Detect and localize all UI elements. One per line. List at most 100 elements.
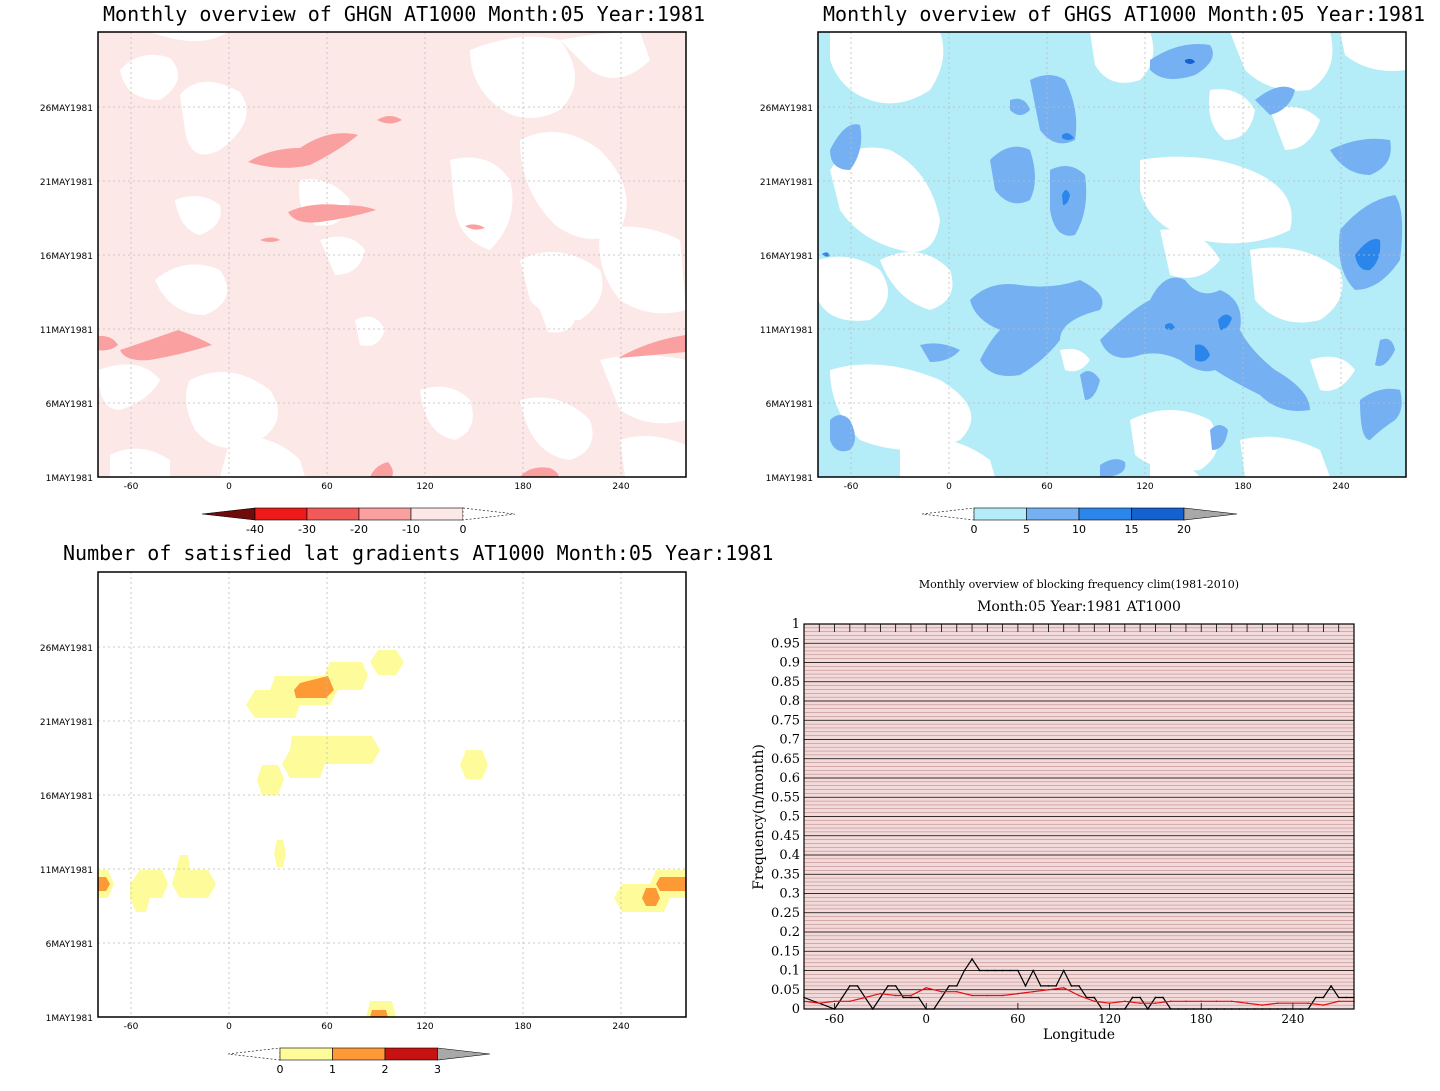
x-tick-label: -60 [844,482,859,492]
data-point [818,1002,821,1005]
y-tick-label: 21MAY1981 [40,178,93,188]
data-point [1124,1000,1126,1003]
data-point [1315,996,1317,999]
data-point [1139,996,1141,999]
y-tick-label: 0.7 [779,733,800,748]
y-tick-label: 0.8 [779,694,800,709]
colorbar-cell [306,507,360,521]
freq-y-axis: 0 0.05 0.1 0.15 0.2 0.25 0.3 0.35 0.4 0.45 0.5 0.55… [771,617,800,1017]
colorbar-cell [1183,507,1238,521]
y-tick-label: 0.75 [771,713,800,728]
colorbar-label: 5 [1023,523,1030,536]
ghgs-y-ticks: 1MAY1981 6MAY1981 11MAY1981 16MAY1981 21… [760,104,813,484]
x-tick-label: 60 [321,482,333,492]
y-tick-label: 1MAY1981 [766,474,813,484]
data-point [1078,985,1080,987]
data-point [902,996,905,999]
freq-grid [804,623,1354,1010]
data-point [955,990,958,993]
y-tick-label: 1MAY1981 [46,474,93,484]
data-point [1292,1002,1294,1005]
y-tick-label: 0.6 [779,771,800,786]
data-point [1024,985,1027,987]
y-tick-label: 0.25 [771,906,800,921]
colorbar-label: 0 [971,523,978,536]
data-point [1032,990,1034,993]
data-point [1062,969,1065,972]
data-point [1154,996,1157,999]
data-point [849,985,851,987]
data-point [879,992,882,995]
x-tick-label: 180 [1190,1012,1213,1026]
colorbar-cell [1131,507,1185,521]
x-tick-label: -60 [124,482,139,492]
data-point [1169,1000,1172,1003]
x-tick-label: 0 [226,1022,232,1032]
data-point [994,969,996,972]
x-tick-label: 180 [514,1022,531,1032]
colorbar-cell [358,507,412,521]
data-point [1108,1002,1111,1005]
ghgn-x-ticks: -60 0 60 120 180 240 [124,482,630,492]
y-tick-label: 0.05 [771,983,800,998]
colorbar-cell [1026,507,1080,521]
x-tick-label: 240 [1332,482,1349,492]
colorbar-label: 15 [1125,523,1139,536]
ghgn-colorbar: -40 -30 -20 -10 0 [201,507,516,536]
data-point [986,969,989,972]
y-tick-label: 0.15 [771,944,800,959]
x-tick-label: 180 [514,482,531,492]
data-point [1246,1002,1248,1005]
data-point [971,994,973,997]
y-tick-label: 0.5 [779,810,800,825]
data-point [910,996,912,999]
freq-frame [803,623,1355,1010]
data-point [1040,985,1042,987]
data-point [1230,1000,1233,1003]
data-point [894,985,897,987]
data-point [1307,1002,1309,1005]
colorbar-cell [1078,507,1132,521]
data-point [856,985,859,987]
y-tick-label: 0.9 [779,656,800,671]
data-point [1345,996,1348,999]
freq-panel: Monthly overview of blocking frequency c… [751,578,1355,1043]
y-tick-label: 26MAY1981 [40,644,93,654]
y-tick-label: 0 [792,1002,800,1017]
x-tick-label: 120 [416,482,433,492]
data-point [1062,987,1065,989]
ghgs-field [818,32,1406,477]
y-tick-label: 21MAY1981 [40,718,93,728]
colorbar-label: 1 [329,1063,336,1076]
colorbar-label: -40 [246,523,264,536]
data-point [1017,992,1019,995]
y-tick-label: 0.3 [779,887,800,902]
data-point [910,994,912,997]
ghgs-title: Monthly overview of GHGS AT1000 Month:05… [823,2,1426,26]
colorbar-cell [332,1047,386,1061]
ghgs-colorbar: 0 5 10 15 20 [921,507,1238,536]
data-point [887,985,889,987]
data-point [963,969,966,972]
y-tick-label: 26MAY1981 [760,104,813,114]
data-point [1154,1002,1157,1005]
y-tick-label: 16MAY1981 [40,792,93,802]
x-tick-label: -60 [825,1012,844,1026]
data-point [864,996,866,999]
colorbar-cell [254,507,308,521]
colorbar-label: -20 [350,523,368,536]
data-point [1078,994,1080,997]
y-tick-label: 16MAY1981 [40,252,93,262]
data-point [1032,969,1034,972]
data-point [1200,1000,1203,1003]
data-point [1001,994,1004,997]
x-tick-label: 120 [416,1022,433,1032]
ghgs-panel: -60 0 60 120 180 240 1MAY1981 6MAY1981 1… [760,31,1407,536]
x-tick-label: 240 [612,482,629,492]
y-tick-label: 11MAY1981 [760,326,813,336]
ghgn-panel: -60 0 60 120 180 240 1MAY1981 6MAY1981 1… [40,31,687,536]
x-tick-label: 0 [226,482,232,492]
freq-x-label: Longitude [1043,1027,1115,1043]
lat-grid [98,572,686,1017]
